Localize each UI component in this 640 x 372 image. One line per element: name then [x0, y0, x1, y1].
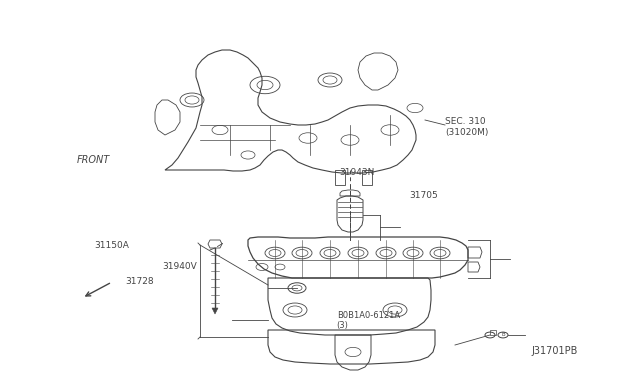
- Text: 31943N: 31943N: [339, 169, 374, 177]
- Text: FRONT: FRONT: [77, 155, 110, 165]
- Text: 31728: 31728: [125, 277, 154, 286]
- Text: SEC. 310
(31020M): SEC. 310 (31020M): [445, 117, 488, 137]
- Text: 31705: 31705: [410, 191, 438, 200]
- Text: B: B: [501, 333, 505, 337]
- Polygon shape: [212, 308, 218, 314]
- Text: J31701PB: J31701PB: [531, 346, 577, 356]
- Text: B0B1A0-6121A
(3): B0B1A0-6121A (3): [337, 311, 400, 330]
- Text: 31150A: 31150A: [95, 241, 129, 250]
- Text: 31940V: 31940V: [162, 262, 196, 271]
